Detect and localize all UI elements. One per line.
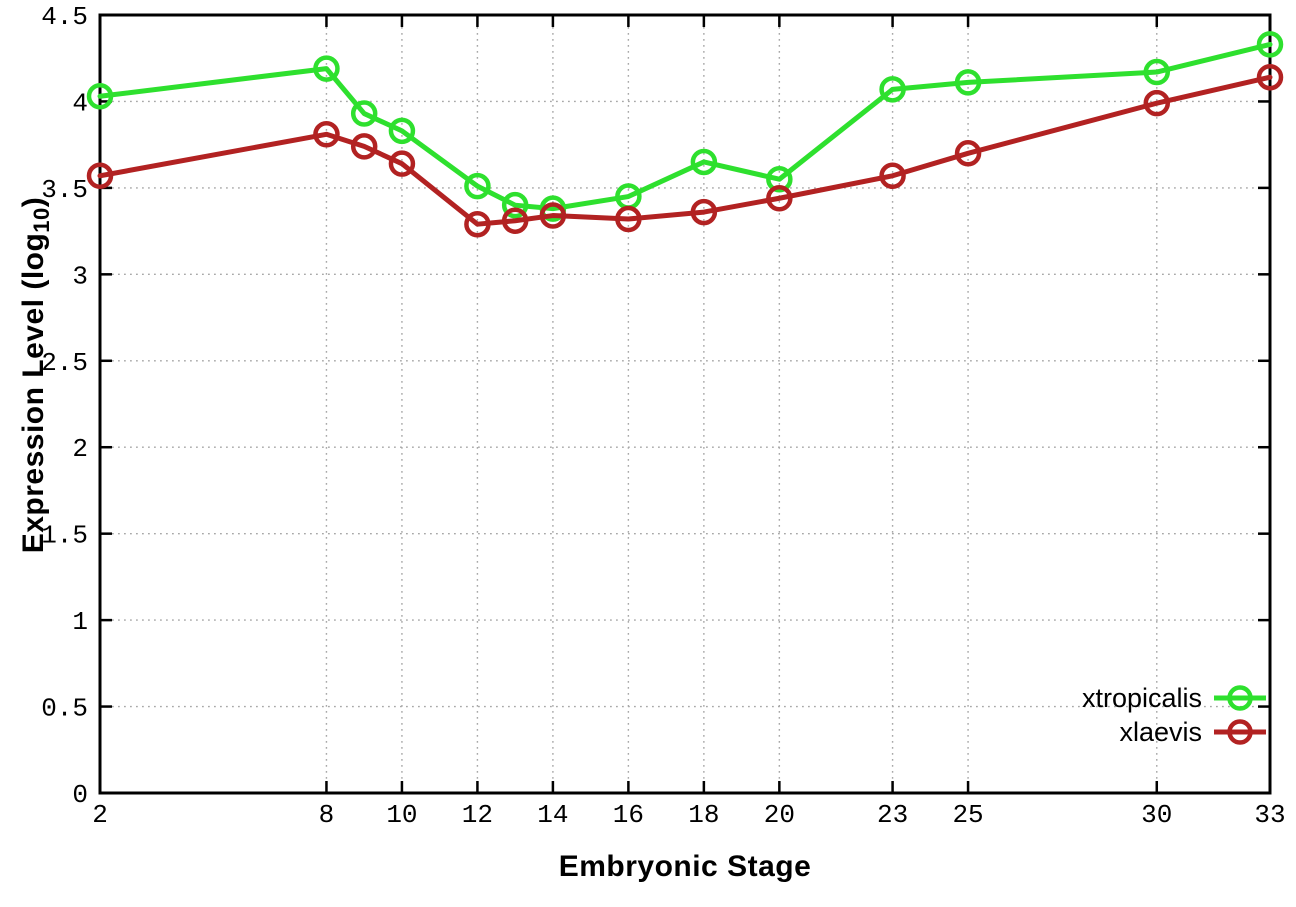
- data-point-xlaevis-14: [539, 202, 567, 229]
- data-point-xtropicalis-23: [879, 76, 906, 103]
- x-tick-label: 30: [1141, 800, 1172, 830]
- y-axis-title: Expression Level (log10): [17, 197, 55, 554]
- y-tick-label: 3.5: [41, 175, 88, 205]
- data-point-xlaevis-23: [879, 162, 906, 190]
- x-tick-label: 23: [877, 800, 908, 830]
- data-point-xtropicalis-2: [86, 83, 114, 110]
- y-tick-label: 0: [72, 780, 88, 810]
- plot-border: [98, 13, 1272, 795]
- data-point-xtropicalis-8: [313, 55, 340, 82]
- x-tick-label: 16: [613, 800, 644, 830]
- data-point-xlaevis-20: [766, 185, 793, 212]
- x-tick-label: 18: [688, 800, 719, 830]
- series-line-xlaevis: [97, 74, 1273, 227]
- data-point-xtropicalis-20: [766, 165, 793, 193]
- data-point-xlaevis-33: [1256, 63, 1284, 91]
- legend-marker-xlaevis-icon: [1214, 719, 1266, 745]
- y-tick-label: 1: [72, 607, 88, 637]
- y-tick-label: 2.5: [41, 348, 88, 378]
- data-point-xlaevis-9: [350, 133, 378, 160]
- data-point-xlaevis-16: [615, 205, 642, 233]
- x-tick-label: 20: [764, 800, 795, 830]
- data-point-xtropicalis-9: [350, 100, 378, 127]
- data-point-xlaevis-8: [313, 121, 340, 148]
- data-point-xtropicalis-33: [1256, 31, 1284, 58]
- data-point-xlaevis-13: [501, 207, 529, 234]
- x-tick-label: 14: [537, 800, 568, 830]
- data-point-xlaevis-18: [690, 198, 718, 226]
- data-point-xtropicalis-10: [388, 117, 416, 145]
- x-tick-label: 2: [92, 800, 108, 830]
- y-axis-title-close: ): [17, 196, 50, 208]
- y-axis-title-subscript: 10: [29, 207, 54, 233]
- y-tick-label: 3: [72, 261, 88, 291]
- series-line-xtropicalis: [97, 41, 1273, 212]
- y-tick-label: 0.5: [41, 694, 88, 724]
- x-tick-label: 12: [462, 800, 493, 830]
- data-point-xtropicalis-12: [464, 172, 491, 200]
- data-point-xlaevis-10: [388, 150, 416, 177]
- legend-label-xtropicalis: xtropicalis: [1081, 682, 1202, 713]
- legend-marker-xtropicalis-icon: [1214, 685, 1266, 711]
- y-tick-label: 1.5: [41, 521, 88, 551]
- data-point-xlaevis-12: [464, 210, 491, 238]
- y-tick-label: 4: [72, 88, 88, 118]
- data-point-xtropicalis-25: [954, 69, 982, 96]
- x-tick-label: 8: [319, 800, 335, 830]
- x-axis-title: Embryonic Stage: [558, 850, 812, 883]
- x-tick-label: 10: [386, 800, 417, 830]
- data-point-xtropicalis-13: [501, 191, 529, 219]
- legend: xtropicalis xlaevis: [1082, 681, 1268, 749]
- legend-entry-xlaevis: xlaevis: [1082, 715, 1268, 749]
- data-point-xlaevis-30: [1143, 89, 1171, 117]
- data-point-xtropicalis-18: [690, 148, 718, 176]
- y-tick-label: 2: [72, 434, 88, 464]
- x-tick-label: 33: [1254, 800, 1285, 830]
- data-point-xtropicalis-30: [1143, 58, 1171, 86]
- legend-label-xlaevis: xlaevis: [1119, 716, 1202, 747]
- data-point-xlaevis-25: [954, 140, 982, 167]
- y-tick-label: 4.5: [41, 2, 88, 32]
- data-point-xlaevis-2: [86, 162, 114, 190]
- y-axis-title-text: Expression Level (log: [17, 232, 50, 554]
- legend-entry-xtropicalis: xtropicalis: [1082, 681, 1268, 715]
- x-tick-label: 25: [952, 800, 983, 830]
